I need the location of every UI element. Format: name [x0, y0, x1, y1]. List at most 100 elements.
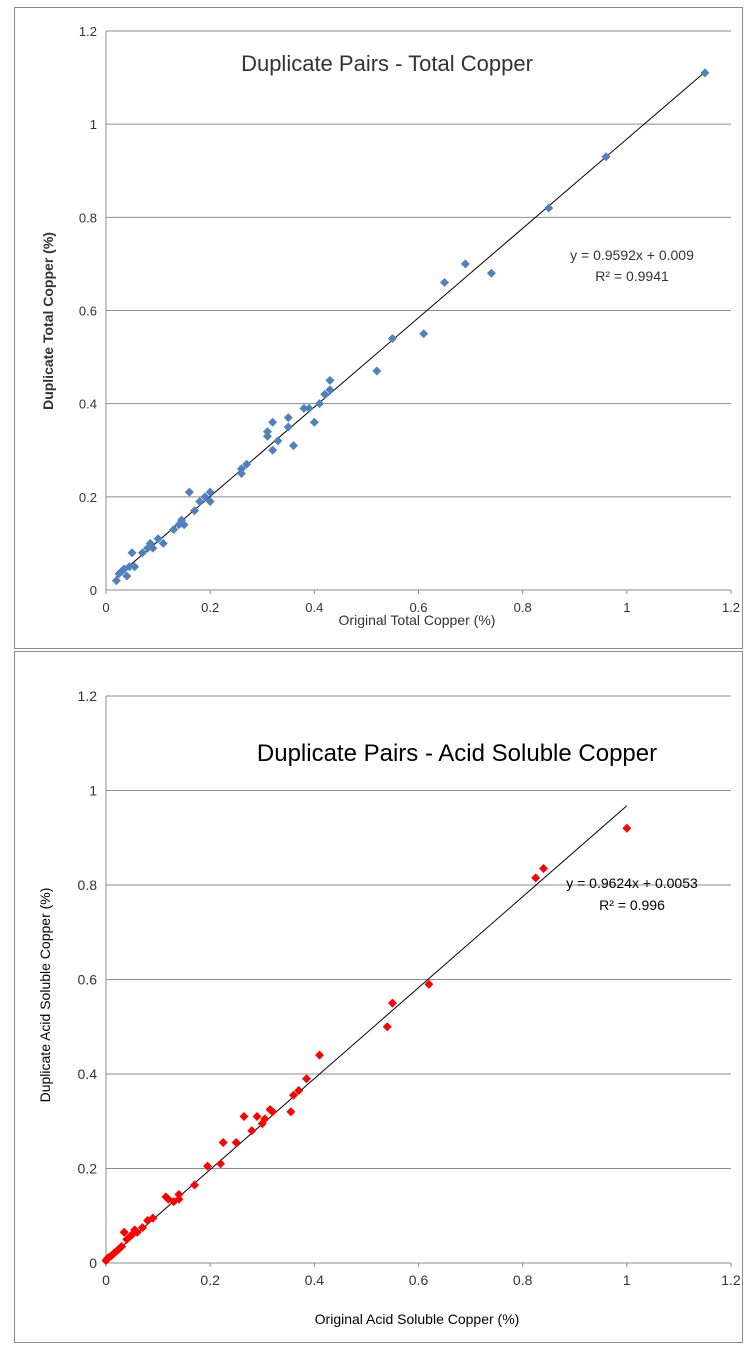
data-point: [262, 427, 272, 437]
y-tick-label: 0.4: [79, 397, 97, 412]
data-point: [200, 492, 210, 502]
y-tick-label: 0.8: [79, 210, 97, 225]
x-tick-label: 0.4: [305, 600, 323, 615]
x-tick-label: 0.8: [513, 1272, 533, 1288]
plot-area: 0 0.2 0.4 0.6 0.8 1 1.2 0 0.2 0.4 0.6 0.8 1 1.2: [79, 24, 740, 615]
data-point: [325, 385, 335, 395]
x-axis-label: Original Total Copper (%): [339, 612, 496, 628]
data-point: [205, 487, 215, 497]
x-tick-label: 0.8: [514, 600, 532, 615]
data-point: [247, 1126, 257, 1136]
data-point: [382, 1022, 392, 1032]
data-point: [218, 1138, 228, 1148]
y-tick-label: 0.2: [78, 1161, 98, 1177]
data-point: [122, 571, 132, 581]
data-point: [252, 1112, 262, 1122]
data-point: [260, 1114, 270, 1124]
y-tick-label: 1.2: [79, 24, 97, 39]
data-point: [268, 445, 278, 455]
data-point: [169, 524, 179, 534]
x-tick-label: 0.6: [409, 1272, 429, 1288]
data-point: [315, 1050, 325, 1060]
data-point: [190, 506, 200, 516]
y-tick-label: 0.6: [79, 304, 97, 319]
x-tick-label: 0: [102, 600, 109, 615]
data-point: [268, 1107, 278, 1117]
x-tick-label: 0.4: [305, 1272, 325, 1288]
trendline-equation: y = 0.9592x + 0.009: [570, 247, 694, 263]
data-point: [289, 1090, 298, 1100]
y-tick-label: 1: [90, 117, 97, 132]
data-point: [130, 1225, 140, 1235]
data-point: [195, 496, 205, 506]
y-tick-label: 0: [89, 1255, 97, 1271]
data-point: [372, 366, 382, 376]
y-tick-label: 1: [89, 783, 97, 799]
trendline-r2: R² = 0.996: [599, 897, 665, 913]
x-tick-label: 1.2: [721, 1272, 741, 1288]
data-point: [387, 333, 397, 343]
data-point: [460, 259, 470, 269]
data-point: [531, 873, 541, 883]
data-point: [137, 548, 147, 558]
data-point: [544, 203, 554, 213]
data-point: [286, 1107, 296, 1117]
data-point: [117, 1241, 127, 1251]
y-tick-label: 1.2: [78, 688, 98, 704]
y-axis-label: Duplicate Total Copper (%): [40, 232, 56, 410]
data-point: [289, 441, 298, 451]
data-point: [203, 1161, 213, 1171]
data-point: [179, 520, 189, 530]
data-point: [262, 431, 272, 441]
data-point: [122, 1234, 132, 1244]
acid-soluble-copper-chart: 0 0.2 0.4 0.6 0.8 1 1.2 0 0.2 0.4 0.6 0.8 1 1.2 Dupli…: [37, 688, 741, 1327]
data-point: [309, 417, 319, 427]
data-point: [239, 1112, 249, 1122]
trendline: [116, 71, 706, 578]
data-point: [132, 1227, 142, 1237]
data-point: [315, 399, 325, 409]
data-point: [119, 1227, 129, 1237]
x-tick-label: 1.2: [722, 600, 740, 615]
data-point: [539, 863, 548, 873]
y-tick-label: 0: [90, 583, 97, 598]
data-point: [190, 1180, 200, 1190]
data-point: [302, 1074, 312, 1084]
trendline-r2: R² = 0.9941: [595, 268, 669, 284]
total-copper-chart: 0 0.2 0.4 0.6 0.8 1 1.2 0 0.2 0.4 0.6 0.8 1 1.2 Dupli…: [40, 24, 740, 628]
data-point: [231, 1138, 241, 1148]
data-point: [440, 278, 450, 288]
y-tick-label: 0.6: [78, 972, 98, 988]
data-point: [148, 1213, 158, 1223]
chart-title: Duplicate Pairs - Acid Soluble Copper: [257, 740, 657, 767]
data-point: [137, 1223, 147, 1233]
data-point: [124, 562, 134, 572]
data-point: [273, 436, 283, 446]
data-point: [700, 68, 710, 78]
data-point: [174, 1189, 184, 1199]
trendline-equation: y = 0.9624x + 0.0053: [566, 875, 698, 891]
data-point: [325, 375, 335, 385]
data-point: [387, 998, 397, 1008]
data-point: [242, 459, 252, 469]
data-point: [419, 329, 429, 339]
y-tick-label: 0.8: [78, 877, 98, 893]
x-tick-label: 1: [623, 600, 630, 615]
y-tick-label: 0.2: [79, 490, 97, 505]
data-point: [169, 1197, 179, 1207]
data-point: [153, 534, 163, 544]
data-point: [236, 469, 246, 479]
x-tick-label: 0.2: [200, 1272, 220, 1288]
data-point: [601, 152, 611, 162]
data-point: [622, 823, 632, 833]
y-axis-label: Duplicate Acid Soluble Copper (%): [37, 888, 53, 1103]
data-point: [236, 464, 246, 474]
data-point: [304, 403, 314, 413]
x-tick-label: 0.6: [409, 600, 427, 615]
data-point: [283, 413, 293, 423]
data-point: [268, 417, 278, 427]
data-point: [320, 389, 330, 399]
trendline: [105, 805, 628, 1261]
data-point: [148, 543, 158, 553]
x-tick-label: 0: [102, 1272, 110, 1288]
